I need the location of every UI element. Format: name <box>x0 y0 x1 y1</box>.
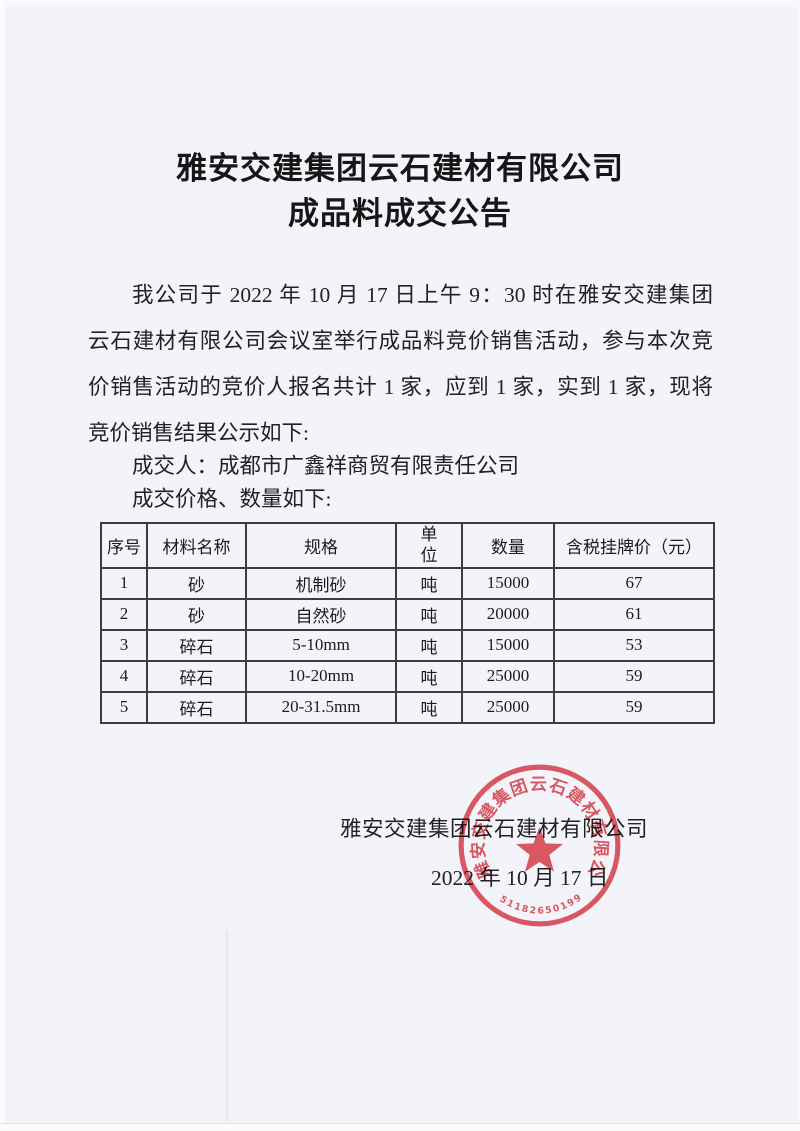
header-unit-text: 单位 <box>420 525 438 566</box>
cell-price: 67 <box>553 566 715 600</box>
header-serial-no: 序号 <box>100 522 148 569</box>
header-material-name: 材料名称 <box>146 522 247 569</box>
cell-price: 59 <box>553 690 715 724</box>
seal-outer-ring <box>458 764 621 927</box>
cell-quantity: 20000 <box>461 597 555 631</box>
scan-edge-left <box>0 0 5 1131</box>
price-quantity-intro-line: 成交价格、数量如下: <box>132 487 332 511</box>
cell-serial: 5 <box>100 690 148 724</box>
cell-material: 砂 <box>146 566 247 600</box>
deal-results-table: 序号 材料名称 规格 单位 数量 含税挂牌价（元） 1 砂 机制砂 吨 1500… <box>100 522 715 724</box>
body-line-1: 我公司于 2022 年 10 月 17 日上午 9：30 时在雅安交建集团 <box>132 283 713 307</box>
scan-edge-top <box>0 0 800 6</box>
cell-unit: 吨 <box>395 690 463 724</box>
cell-unit: 吨 <box>395 597 463 631</box>
cell-price: 53 <box>553 628 715 662</box>
cell-spec: 机制砂 <box>245 566 397 600</box>
cell-material: 碎石 <box>146 628 247 662</box>
cell-quantity: 15000 <box>461 566 555 600</box>
document-title: 雅安交建集团云石建材有限公司 成品料成交公告 <box>0 146 800 236</box>
scan-edge-bottom <box>0 1123 800 1131</box>
cell-unit: 吨 <box>395 659 463 693</box>
scan-edge-right <box>797 0 800 1131</box>
cell-spec: 自然砂 <box>245 597 397 631</box>
body-line-4: 竞价销售结果公示如下: <box>88 421 309 445</box>
cell-price: 61 <box>553 597 715 631</box>
cell-quantity: 15000 <box>461 628 555 662</box>
signature-date: 2022 年 10 月 17 日 <box>431 866 609 890</box>
header-spec: 规格 <box>245 522 397 569</box>
title-line-subject: 成品料成交公告 <box>288 196 512 231</box>
header-quantity: 数量 <box>461 522 555 569</box>
title-line-company: 雅安交建集团云石建材有限公司 <box>176 151 624 186</box>
cell-spec: 5-10mm <box>245 628 397 662</box>
cell-material: 碎石 <box>146 659 247 693</box>
table-row: 3 碎石 5-10mm 吨 15000 53 <box>100 628 715 662</box>
body-line-3: 价销售活动的竞价人报名共计 1 家，应到 1 家，实到 1 家，现将 <box>88 375 713 399</box>
cell-unit: 吨 <box>395 628 463 662</box>
table-row: 2 砂 自然砂 吨 20000 61 <box>100 597 715 631</box>
company-seal-stamp: 雅安交建集团云石建材有限公司 5118265019908 <box>457 763 621 927</box>
cell-material: 砂 <box>146 597 247 631</box>
signature-company-name: 雅安交建集团云石建材有限公司 <box>340 817 649 841</box>
cell-spec: 20-31.5mm <box>245 690 397 724</box>
cell-unit: 吨 <box>395 566 463 600</box>
winning-bidder-line: 成交人：成都市广鑫祥商贸有限责任公司 <box>132 454 520 478</box>
header-listed-price: 含税挂牌价（元） <box>553 522 715 569</box>
cell-price: 59 <box>553 659 715 693</box>
cell-serial: 2 <box>100 597 148 631</box>
cell-serial: 4 <box>100 659 148 693</box>
body-line-2: 云石建材有限公司会议室举行成品料竞价销售活动，参与本次竞 <box>88 329 713 353</box>
cell-quantity: 25000 <box>461 659 555 693</box>
cell-quantity: 25000 <box>461 690 555 724</box>
cell-spec: 10-20mm <box>245 659 397 693</box>
scan-fold-artifact <box>226 930 228 1122</box>
cell-serial: 3 <box>100 628 148 662</box>
table-row: 4 碎石 10-20mm 吨 25000 59 <box>100 659 715 693</box>
cell-serial: 1 <box>100 566 148 600</box>
announcement-body: 我公司于 2022 年 10 月 17 日上午 9：30 时在雅安交建集团 云石… <box>88 272 713 522</box>
table-row: 5 碎石 20-31.5mm 吨 25000 59 <box>100 690 715 724</box>
cell-material: 碎石 <box>146 690 247 724</box>
table-header-row: 序号 材料名称 规格 单位 数量 含税挂牌价（元） <box>100 522 715 569</box>
table-row: 1 砂 机制砂 吨 15000 67 <box>100 566 715 600</box>
header-unit: 单位 <box>395 522 463 569</box>
